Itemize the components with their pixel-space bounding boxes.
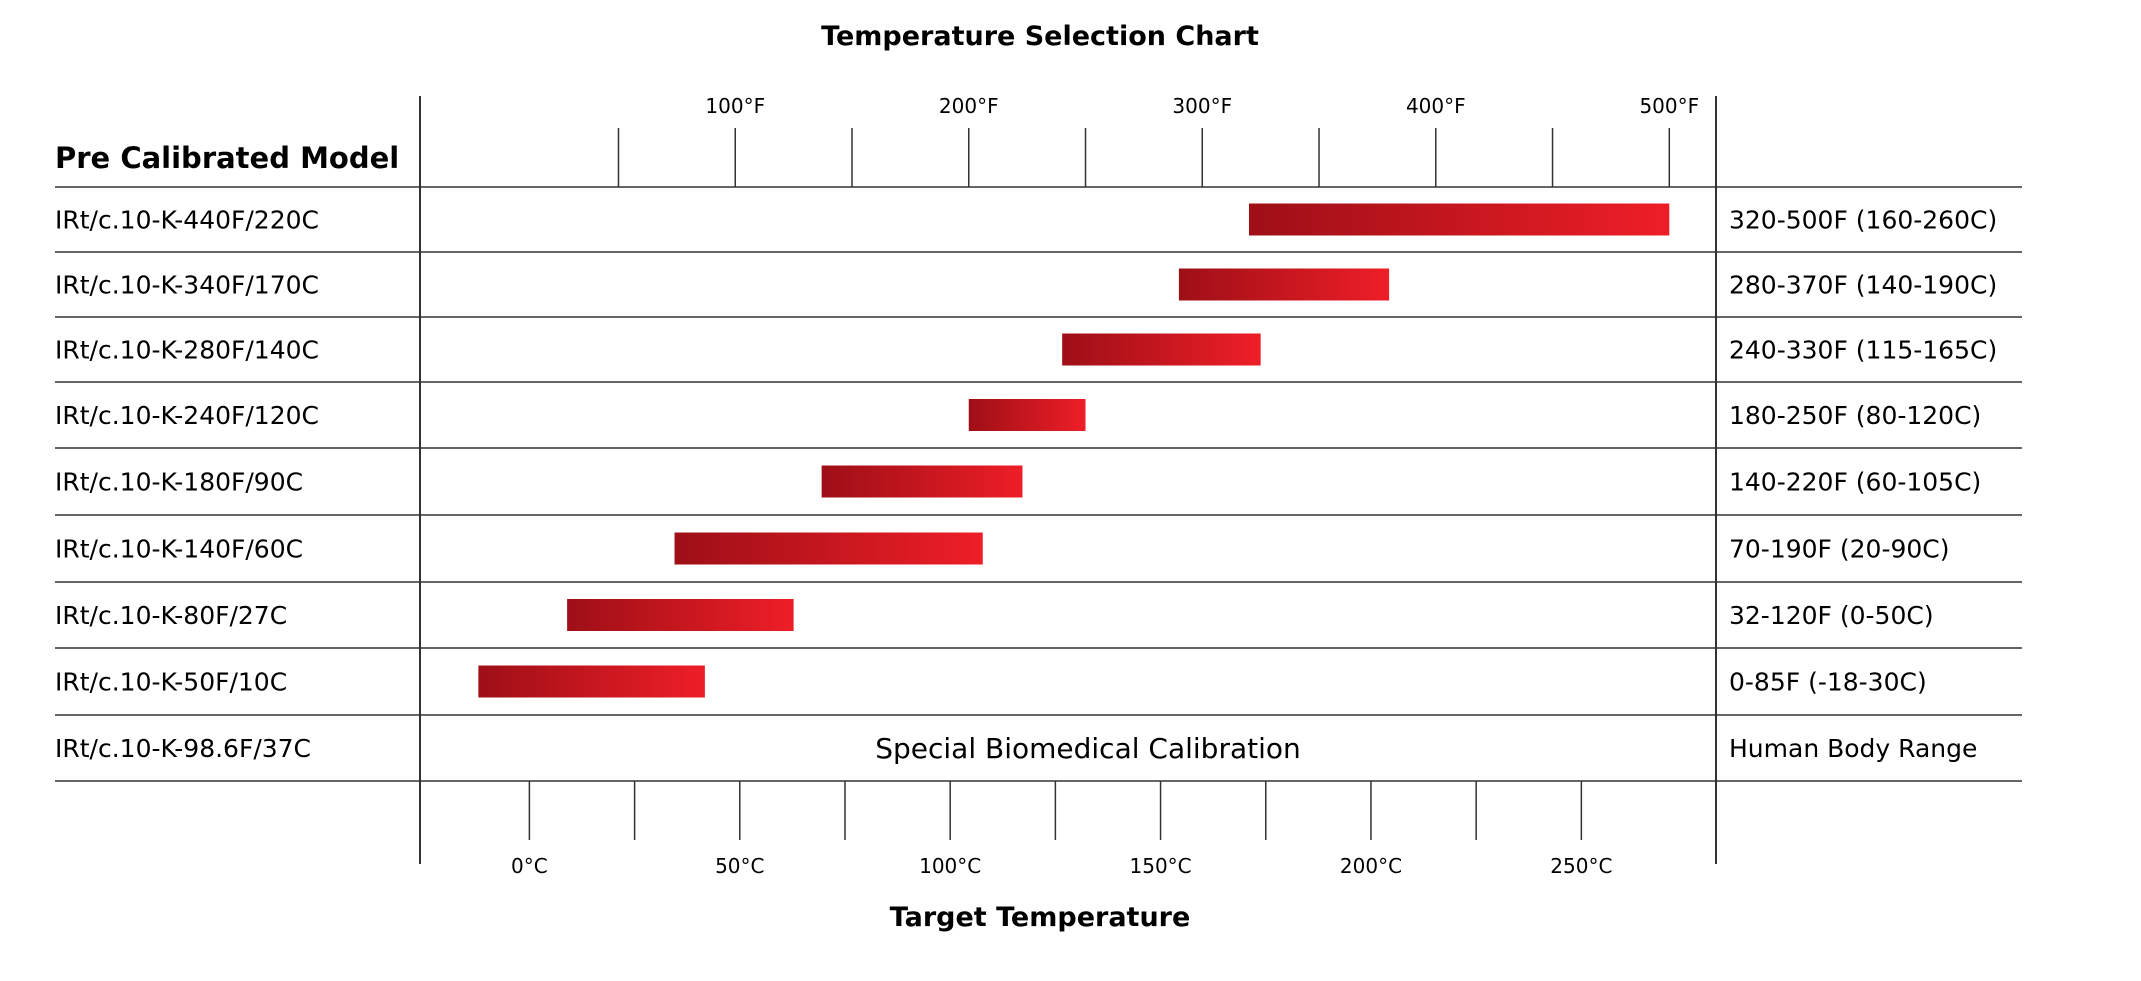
bottom-tick-label: 0°C (511, 854, 548, 878)
top-tick-label: 400°F (1406, 94, 1466, 118)
model-name: IRt/c.10-K-50F/10C (55, 668, 287, 697)
model-rows: IRt/c.10-K-440F/220C 320-500F (160-260C) I… (55, 186, 2022, 782)
range-label: Human Body Range (1729, 734, 1977, 763)
range-label: 320-500F (160-260C) (1729, 206, 1997, 235)
range-bar (821, 465, 1023, 498)
range-bar (1062, 333, 1261, 366)
range-label: 70-190F (20-90C) (1729, 535, 1949, 564)
bottom-tick-label: 50°C (715, 854, 764, 878)
range-bar (968, 399, 1086, 431)
row-header: Pre Calibrated Model (55, 141, 399, 175)
range-bar (478, 665, 705, 698)
model-name: IRt/c.10-K-180F/90C (55, 468, 303, 497)
range-bar (1178, 268, 1390, 301)
range-label: 240-330F (115-165C) (1729, 336, 1997, 365)
range-label: 140-220F (60-105C) (1729, 468, 1981, 497)
top-tick-label: 200°F (939, 94, 999, 118)
x-axis-label: Target Temperature (890, 902, 1191, 933)
top-tick-label: 100°F (705, 94, 765, 118)
range-label: 280-370F (140-190C) (1729, 271, 1997, 300)
model-name: IRt/c.10-K-98.6F/37C (55, 734, 311, 763)
range-label: 32-120F (0-50C) (1729, 601, 1934, 630)
bottom-tick-label: 250°C (1550, 854, 1612, 878)
top-tick-label: 500°F (1639, 94, 1699, 118)
top-tick-label: 300°F (1172, 94, 1232, 118)
model-name: IRt/c.10-K-140F/60C (55, 535, 303, 564)
model-name: IRt/c.10-K-340F/170C (55, 271, 319, 300)
model-name: IRt/c.10-K-80F/27C (55, 601, 287, 630)
model-name: IRt/c.10-K-440F/220C (55, 206, 319, 235)
fahrenheit-axis: 100°F 200°F 300°F 400°F 500°F (617, 94, 1699, 187)
celsius-axis: 0°C 50°C 100°C 150°C 200°C 250°C (511, 781, 1612, 878)
bottom-tick-label: 100°C (919, 854, 981, 878)
range-bar (1248, 203, 1670, 236)
bottom-tick-label: 150°C (1130, 854, 1192, 878)
model-name: IRt/c.10-K-280F/140C (55, 336, 319, 365)
model-name: IRt/c.10-K-240F/120C (55, 401, 319, 430)
range-bar (674, 532, 983, 565)
bottom-tick-label: 200°C (1340, 854, 1402, 878)
chart-title: Temperature Selection Chart (821, 21, 1259, 52)
special-calibration-label: Special Biomedical Calibration (875, 732, 1301, 765)
range-bar (567, 599, 794, 631)
range-label: 0-85F (-18-30C) (1729, 668, 1927, 697)
range-label: 180-250F (80-120C) (1729, 401, 1981, 430)
